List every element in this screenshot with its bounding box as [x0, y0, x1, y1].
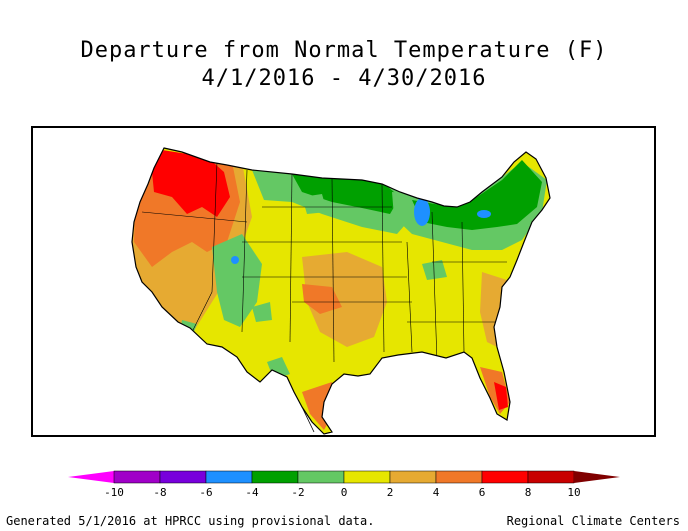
legend-tick-label: -6 [199, 486, 212, 499]
map-frame [31, 126, 656, 437]
legend-low-arrow [68, 471, 114, 483]
legend-bin [481, 470, 529, 484]
state-line-9 [381, 183, 385, 353]
field-northeast-green [412, 160, 542, 230]
state-boundaries [141, 161, 507, 363]
legend: -10 -8 -6 -4 -2 0 2 4 6 8 10 [68, 470, 620, 499]
state-line-12 [461, 221, 465, 353]
map-title: Departure from Normal Temperature (F) [80, 38, 608, 63]
field-blotch-4 [422, 260, 447, 280]
state-line-5 [331, 177, 335, 363]
legend-bin [205, 470, 253, 484]
field-northwest-red [152, 150, 230, 217]
great-salt-lake [231, 256, 239, 264]
legend-tick-label: 10 [567, 486, 580, 499]
field-plains-orange [302, 284, 342, 314]
legend-high-arrow [574, 471, 620, 483]
field-plains-gold [302, 252, 387, 347]
state-line-1 [141, 211, 248, 223]
legend-bin [435, 470, 483, 484]
us-temperature-map [33, 128, 654, 435]
field-north-green [292, 174, 400, 214]
footer-source: Regional Climate Centers [506, 514, 680, 528]
legend-tick-label: 8 [525, 486, 532, 499]
legend-tick-label: -10 [104, 486, 124, 499]
gulf-coast-detail [301, 406, 315, 433]
legend-tick-label: -4 [245, 486, 259, 499]
field-rockies-lightgreen [212, 234, 262, 327]
legend-bin [297, 470, 345, 484]
state-line-3 [241, 169, 248, 333]
lake-erie-ontario [477, 210, 491, 218]
field-blotch-3 [252, 302, 272, 322]
lake-michigan [414, 198, 430, 226]
legend-bin [251, 470, 299, 484]
legend-tick-label: 6 [479, 486, 486, 499]
map-date-range: 4/1/2016 - 4/30/2016 [201, 66, 487, 91]
legend-bin [389, 470, 437, 484]
footer-generated-note: Generated 5/1/2016 at HPRCC using provis… [6, 514, 375, 528]
state-line-11 [431, 211, 438, 363]
state-line-10 [406, 241, 413, 353]
legend-tick-label: 4 [433, 486, 440, 499]
legend-tick-label: 0 [341, 486, 348, 499]
legend-tick-label: 2 [387, 486, 394, 499]
field-florida-red [494, 382, 508, 410]
legend-bin [113, 470, 161, 484]
legend-bin [343, 470, 391, 484]
legend-tick-label: -2 [291, 486, 304, 499]
legend-bin [527, 470, 575, 484]
legend-bin [159, 470, 207, 484]
legend-tick-label: -8 [153, 486, 166, 499]
field-blotch-5 [302, 194, 327, 214]
state-line-4 [289, 173, 293, 343]
state-line-2 [186, 161, 218, 343]
